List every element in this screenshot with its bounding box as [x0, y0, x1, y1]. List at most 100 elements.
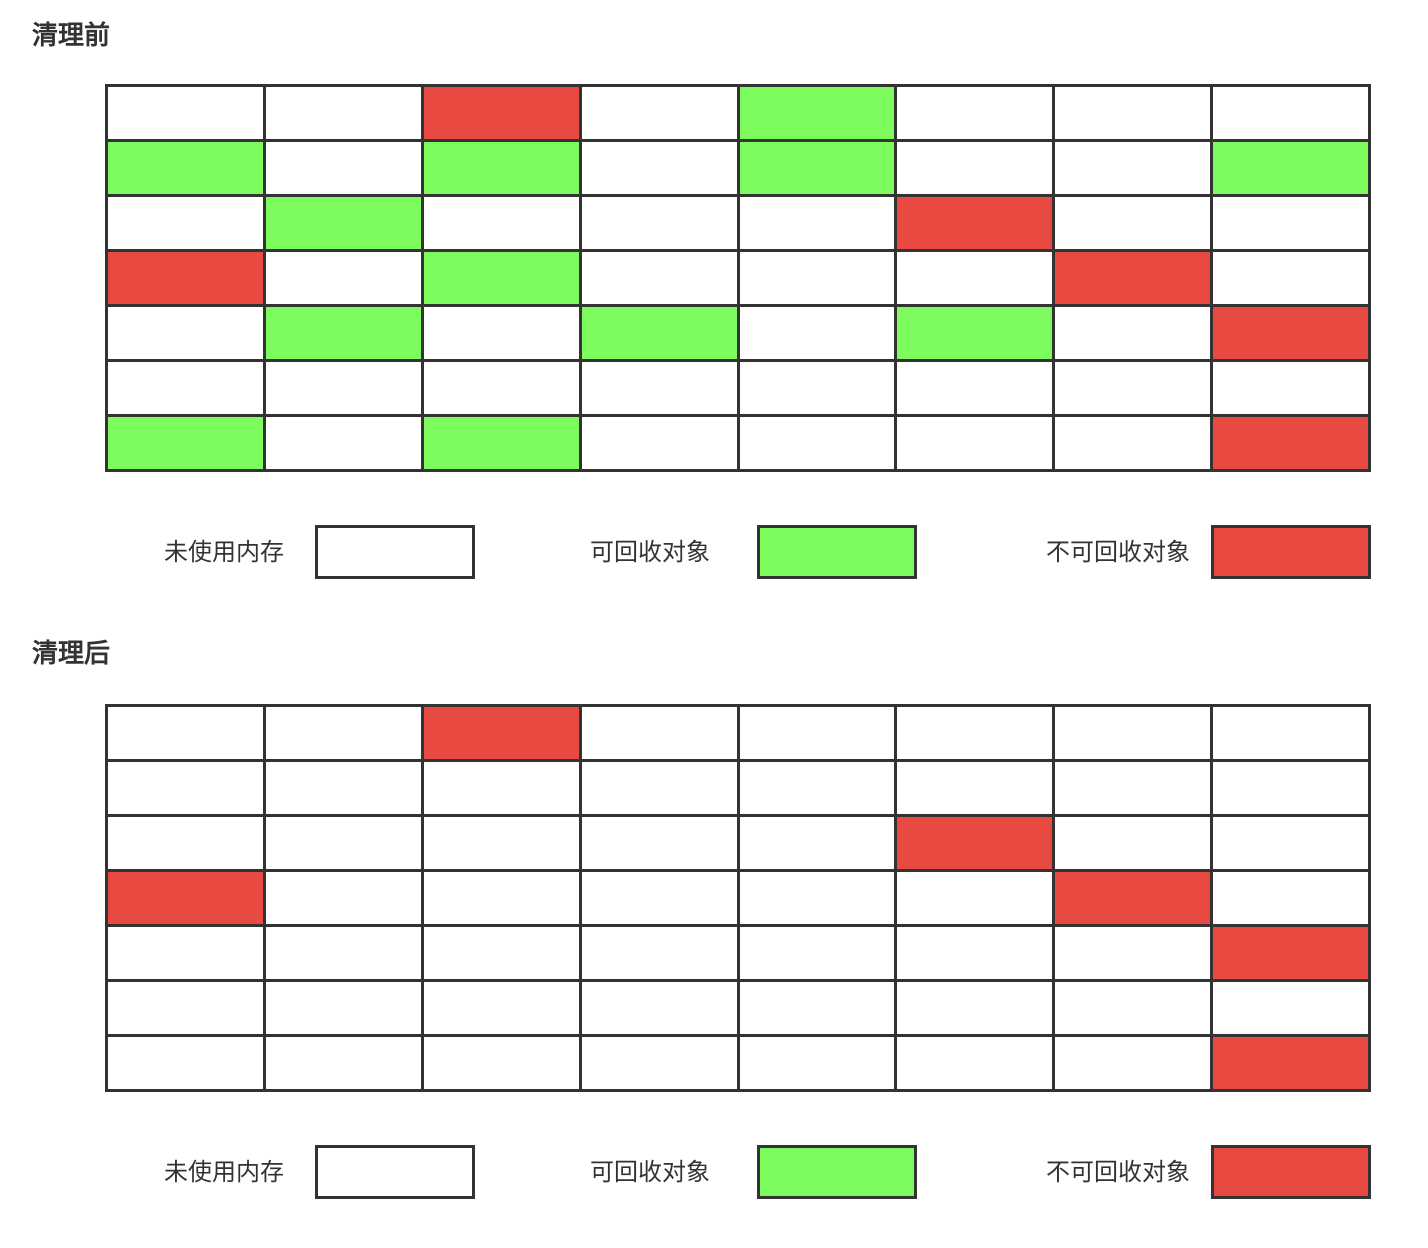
memory-cell-unused — [262, 924, 424, 982]
memory-cell-unused — [1052, 84, 1214, 142]
legend-swatch-live — [1211, 1145, 1371, 1199]
grid-row — [105, 979, 1371, 1037]
grid-row — [105, 414, 1371, 472]
memory-cell-unused — [1052, 414, 1214, 472]
memory-cell-unused — [262, 249, 424, 307]
memory-cell-unused — [420, 759, 582, 817]
memory-cell-unused — [420, 304, 582, 362]
memory-cell-unused — [894, 704, 1056, 762]
memory-cell-collectable — [578, 304, 740, 362]
memory-cell-live — [105, 249, 266, 307]
memory-cell-unused — [262, 979, 424, 1037]
memory-cell-unused — [262, 414, 424, 472]
memory-cell-unused — [736, 1034, 898, 1092]
memory-cell-unused — [736, 924, 898, 982]
grid-row — [105, 194, 1371, 252]
memory-cell-live — [894, 194, 1056, 252]
memory-cell-collectable — [105, 139, 266, 197]
memory-cell-unused — [578, 704, 740, 762]
memory-cell-live — [1210, 1034, 1371, 1092]
grid-row — [105, 704, 1371, 762]
memory-cell-live — [420, 704, 582, 762]
memory-cell-unused — [736, 869, 898, 927]
memory-cell-unused — [736, 414, 898, 472]
legend: 未使用内存 可回收对象 不可回收对象 — [0, 1144, 1428, 1200]
memory-cell-unused — [736, 194, 898, 252]
memory-cell-unused — [1052, 924, 1214, 982]
memory-cell-unused — [578, 139, 740, 197]
memory-cell-unused — [1052, 139, 1214, 197]
memory-cell-unused — [1210, 979, 1371, 1037]
memory-cell-unused — [262, 759, 424, 817]
memory-cell-unused — [1052, 194, 1214, 252]
memory-cell-live — [894, 814, 1056, 872]
memory-cell-live — [1052, 249, 1214, 307]
memory-cell-unused — [894, 139, 1056, 197]
memory-cell-unused — [1210, 194, 1371, 252]
memory-cell-unused — [105, 759, 266, 817]
grid-row — [105, 869, 1371, 927]
memory-cell-collectable — [420, 414, 582, 472]
memory-cell-collectable — [736, 139, 898, 197]
memory-cell-unused — [1210, 249, 1371, 307]
legend: 未使用内存 可回收对象 不可回收对象 — [0, 524, 1428, 580]
memory-cell-unused — [105, 304, 266, 362]
memory-cell-unused — [420, 814, 582, 872]
grid-row — [105, 1034, 1371, 1092]
memory-cell-unused — [894, 869, 1056, 927]
memory-cell-unused — [420, 194, 582, 252]
memory-cell-unused — [105, 194, 266, 252]
memory-cell-unused — [894, 414, 1056, 472]
memory-cell-unused — [105, 924, 266, 982]
memory-cell-unused — [736, 304, 898, 362]
memory-cell-unused — [578, 924, 740, 982]
memory-cell-collectable — [105, 414, 266, 472]
legend-swatch-unused — [315, 525, 475, 579]
memory-cell-unused — [262, 814, 424, 872]
memory-cell-unused — [578, 359, 740, 417]
memory-cell-unused — [1052, 759, 1214, 817]
grid-row — [105, 924, 1371, 982]
memory-cell-unused — [894, 249, 1056, 307]
memory-cell-unused — [1210, 704, 1371, 762]
memory-cell-unused — [894, 84, 1056, 142]
memory-cell-unused — [736, 249, 898, 307]
memory-grid — [105, 704, 1371, 1092]
memory-cell-unused — [262, 1034, 424, 1092]
memory-cell-unused — [420, 1034, 582, 1092]
grid-row — [105, 304, 1371, 362]
memory-cell-unused — [894, 1034, 1056, 1092]
memory-cell-unused — [420, 869, 582, 927]
memory-cell-unused — [105, 704, 266, 762]
memory-cell-unused — [105, 1034, 266, 1092]
memory-cell-unused — [1052, 814, 1214, 872]
memory-cell-unused — [420, 359, 582, 417]
memory-cell-unused — [1210, 359, 1371, 417]
legend-label: 可回收对象 — [590, 538, 710, 566]
legend-label: 可回收对象 — [590, 1158, 710, 1186]
memory-cell-unused — [578, 194, 740, 252]
memory-cell-unused — [1052, 1034, 1214, 1092]
memory-cell-unused — [262, 84, 424, 142]
legend-swatch-unused — [315, 1145, 475, 1199]
memory-cell-unused — [578, 84, 740, 142]
memory-cell-unused — [736, 359, 898, 417]
memory-cell-unused — [736, 759, 898, 817]
memory-cell-unused — [736, 979, 898, 1037]
memory-cell-unused — [262, 139, 424, 197]
memory-cell-collectable — [420, 139, 582, 197]
memory-cell-unused — [105, 359, 266, 417]
memory-cell-unused — [736, 704, 898, 762]
memory-cell-unused — [1052, 304, 1214, 362]
memory-cell-unused — [105, 979, 266, 1037]
memory-cell-unused — [736, 814, 898, 872]
memory-cell-unused — [894, 759, 1056, 817]
grid-row — [105, 814, 1371, 872]
memory-cell-unused — [578, 1034, 740, 1092]
memory-cell-live — [1210, 414, 1371, 472]
memory-cell-collectable — [1210, 139, 1371, 197]
legend-label: 不可回收对象 — [1046, 538, 1190, 566]
memory-cell-unused — [105, 814, 266, 872]
memory-cell-unused — [1052, 359, 1214, 417]
memory-cell-live — [1210, 304, 1371, 362]
